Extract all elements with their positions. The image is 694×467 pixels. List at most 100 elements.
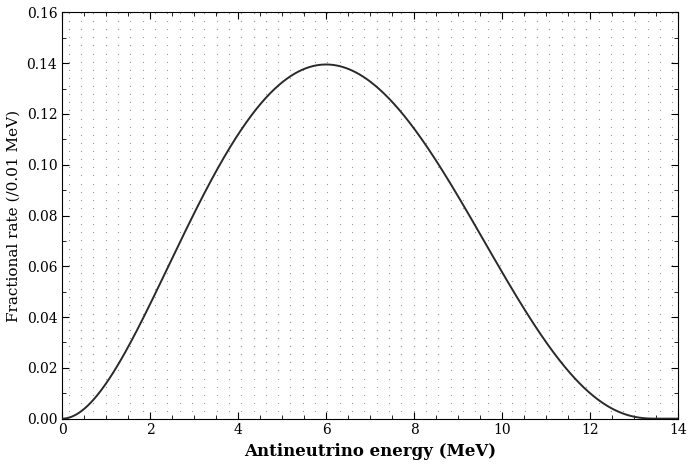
Point [125,220,136,228]
Point [260,17,271,25]
Point [63,106,74,114]
Point [174,26,185,33]
Point [470,123,481,130]
Point [100,58,111,65]
Point [654,326,666,333]
Point [384,391,395,398]
Point [285,342,296,350]
Point [581,147,592,155]
Point [162,391,173,398]
Point [88,172,99,179]
Point [322,26,333,33]
Point [63,66,74,74]
Point [396,147,407,155]
Point [174,220,185,228]
Point [421,34,432,41]
Point [470,220,481,228]
Point [445,350,456,358]
Point [100,237,111,244]
Point [408,180,419,187]
Point [137,261,149,269]
Point [470,26,481,33]
Point [654,123,666,130]
Point [408,106,419,114]
Point [396,74,407,82]
Point [457,367,468,374]
Point [88,26,99,33]
Point [482,318,493,325]
Point [137,367,149,374]
Point [371,342,382,350]
Point [654,383,666,390]
Point [433,237,444,244]
Point [297,123,308,130]
Point [494,82,505,90]
Point [445,359,456,366]
Point [76,391,87,398]
Point [211,180,222,187]
Point [384,399,395,407]
Point [396,302,407,309]
Point [137,318,149,325]
Point [371,228,382,236]
Point [593,277,604,285]
Point [273,163,284,171]
Point [211,269,222,276]
Point [198,318,210,325]
Point [346,277,357,285]
Point [346,42,357,49]
Point [593,156,604,163]
Point [581,139,592,147]
Point [198,58,210,65]
Point [568,123,579,130]
Point [236,139,247,147]
Point [445,26,456,33]
Point [642,212,653,220]
Point [654,9,666,17]
Point [605,383,616,390]
Point [260,269,271,276]
Point [335,58,346,65]
Point [556,367,567,374]
Point [532,147,543,155]
Point [88,66,99,74]
Point [642,180,653,187]
Point [310,91,321,98]
Point [63,220,74,228]
Point [543,163,555,171]
Point [198,147,210,155]
Point [310,407,321,415]
Point [359,147,370,155]
Point [137,163,149,171]
Point [543,367,555,374]
Point [76,91,87,98]
Point [211,391,222,398]
Point [223,131,235,139]
Point [556,334,567,342]
Point [556,399,567,407]
Point [211,123,222,130]
Point [667,253,678,261]
Point [532,350,543,358]
Point [273,350,284,358]
Point [408,204,419,212]
Point [494,237,505,244]
Point [384,326,395,333]
Point [519,131,530,139]
Point [593,302,604,309]
Point [618,42,629,49]
Point [494,399,505,407]
Point [359,156,370,163]
Point [335,245,346,252]
Point [198,359,210,366]
Point [100,9,111,17]
Point [88,180,99,187]
Point [100,391,111,398]
Point [260,99,271,106]
Point [384,180,395,187]
Point [162,147,173,155]
Point [654,334,666,342]
Point [162,204,173,212]
Point [273,74,284,82]
Point [125,334,136,342]
